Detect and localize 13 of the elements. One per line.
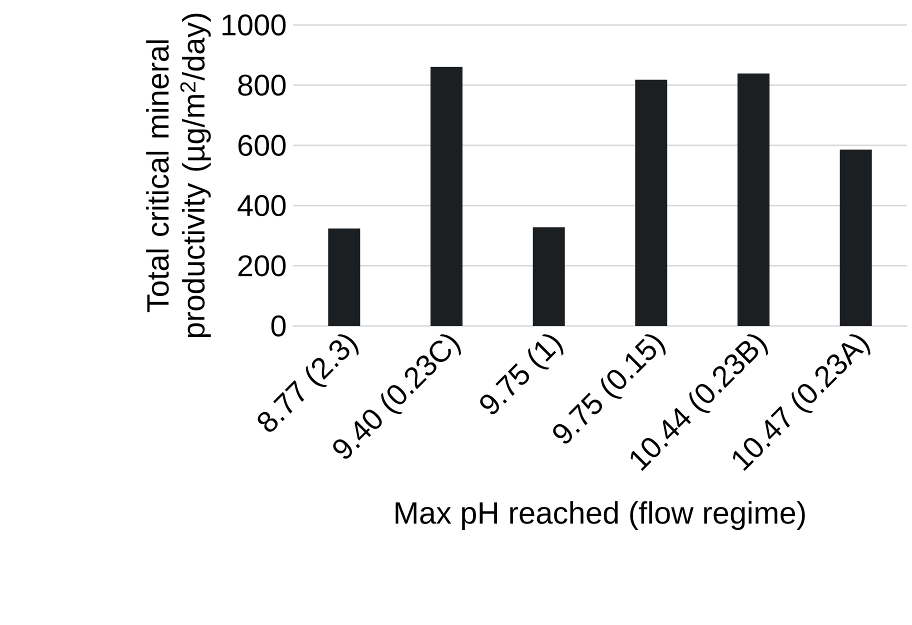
x-axis-title: Max pH reached (flow regime) [396,501,805,530]
y-tick-label: 200 [238,255,286,276]
bar [532,227,565,326]
y-tick-label: 0 [271,315,286,337]
bar [840,150,872,326]
bar [635,80,668,326]
y-tick-label: 600 [238,134,286,156]
y-tick-label: 1000 [222,14,286,36]
y-tick-label: 800 [238,74,286,96]
y-tick-label: 400 [238,195,286,216]
bar [738,73,770,326]
bar [328,228,360,326]
bar [430,66,463,326]
